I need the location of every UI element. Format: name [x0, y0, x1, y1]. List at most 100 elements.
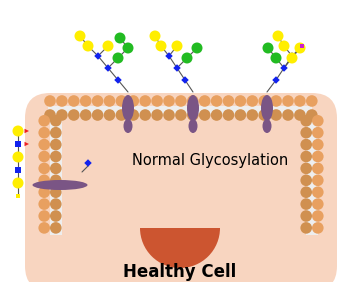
Text: Healthy Cell: Healthy Cell: [123, 263, 237, 281]
Ellipse shape: [262, 119, 271, 133]
Ellipse shape: [32, 180, 87, 190]
Circle shape: [39, 186, 50, 198]
Circle shape: [13, 177, 23, 188]
Polygon shape: [24, 129, 29, 133]
Circle shape: [211, 109, 222, 121]
Circle shape: [270, 109, 282, 121]
Circle shape: [187, 95, 199, 107]
Polygon shape: [280, 64, 288, 72]
Circle shape: [50, 115, 62, 127]
Circle shape: [300, 198, 312, 210]
Circle shape: [50, 151, 62, 162]
Circle shape: [181, 52, 193, 63]
Circle shape: [112, 52, 123, 63]
Circle shape: [171, 41, 183, 52]
Circle shape: [282, 95, 294, 107]
Circle shape: [270, 95, 282, 107]
Circle shape: [116, 95, 127, 107]
Ellipse shape: [123, 119, 132, 133]
Circle shape: [287, 52, 297, 63]
Circle shape: [151, 95, 163, 107]
Bar: [48, 106, 312, 115]
Polygon shape: [181, 76, 189, 84]
Bar: [15, 141, 21, 147]
Circle shape: [300, 151, 312, 162]
Circle shape: [50, 222, 62, 234]
Circle shape: [175, 109, 187, 121]
Wedge shape: [140, 228, 220, 268]
Circle shape: [39, 222, 50, 234]
Circle shape: [282, 109, 294, 121]
Circle shape: [50, 163, 62, 174]
Circle shape: [312, 222, 324, 234]
Circle shape: [139, 95, 151, 107]
Circle shape: [300, 115, 312, 127]
Circle shape: [258, 109, 270, 121]
Circle shape: [270, 52, 282, 63]
Circle shape: [104, 109, 115, 121]
Circle shape: [279, 41, 289, 52]
Circle shape: [127, 109, 139, 121]
Circle shape: [82, 41, 94, 52]
Circle shape: [13, 125, 23, 136]
Circle shape: [312, 198, 324, 210]
Circle shape: [199, 95, 211, 107]
Circle shape: [312, 175, 324, 186]
Circle shape: [300, 175, 312, 186]
Circle shape: [151, 109, 163, 121]
Polygon shape: [288, 52, 296, 60]
Circle shape: [312, 115, 324, 127]
Circle shape: [39, 139, 50, 150]
Circle shape: [192, 43, 202, 54]
Circle shape: [306, 109, 318, 121]
Circle shape: [294, 43, 306, 54]
Circle shape: [223, 109, 234, 121]
Circle shape: [50, 210, 62, 222]
Ellipse shape: [261, 95, 273, 121]
Ellipse shape: [189, 119, 198, 133]
Circle shape: [104, 95, 115, 107]
Polygon shape: [173, 64, 181, 72]
Circle shape: [139, 109, 151, 121]
Circle shape: [44, 109, 56, 121]
Circle shape: [39, 198, 50, 210]
Circle shape: [312, 151, 324, 162]
Text: Normal Glycosylation: Normal Glycosylation: [132, 153, 288, 168]
Circle shape: [13, 151, 23, 162]
Polygon shape: [165, 52, 173, 60]
Circle shape: [44, 95, 56, 107]
Circle shape: [235, 95, 246, 107]
Circle shape: [312, 210, 324, 222]
Circle shape: [39, 151, 50, 162]
Circle shape: [149, 30, 161, 41]
Circle shape: [50, 186, 62, 198]
Circle shape: [300, 186, 312, 198]
Circle shape: [50, 198, 62, 210]
Circle shape: [92, 95, 103, 107]
Circle shape: [39, 175, 50, 186]
Bar: [16, 194, 20, 198]
Circle shape: [306, 95, 318, 107]
Polygon shape: [94, 52, 102, 60]
Circle shape: [56, 109, 68, 121]
Circle shape: [39, 127, 50, 138]
Circle shape: [92, 109, 103, 121]
Circle shape: [39, 115, 50, 127]
Circle shape: [300, 163, 312, 174]
Circle shape: [247, 109, 258, 121]
Polygon shape: [114, 76, 122, 84]
Circle shape: [80, 109, 91, 121]
Bar: [300, 44, 304, 48]
FancyBboxPatch shape: [25, 93, 337, 282]
Circle shape: [300, 210, 312, 222]
Polygon shape: [104, 64, 112, 72]
Circle shape: [258, 95, 270, 107]
Ellipse shape: [187, 95, 199, 121]
Circle shape: [50, 175, 62, 186]
Circle shape: [68, 95, 80, 107]
Circle shape: [312, 186, 324, 198]
Circle shape: [300, 139, 312, 150]
Circle shape: [127, 95, 139, 107]
Circle shape: [175, 95, 187, 107]
Circle shape: [50, 139, 62, 150]
